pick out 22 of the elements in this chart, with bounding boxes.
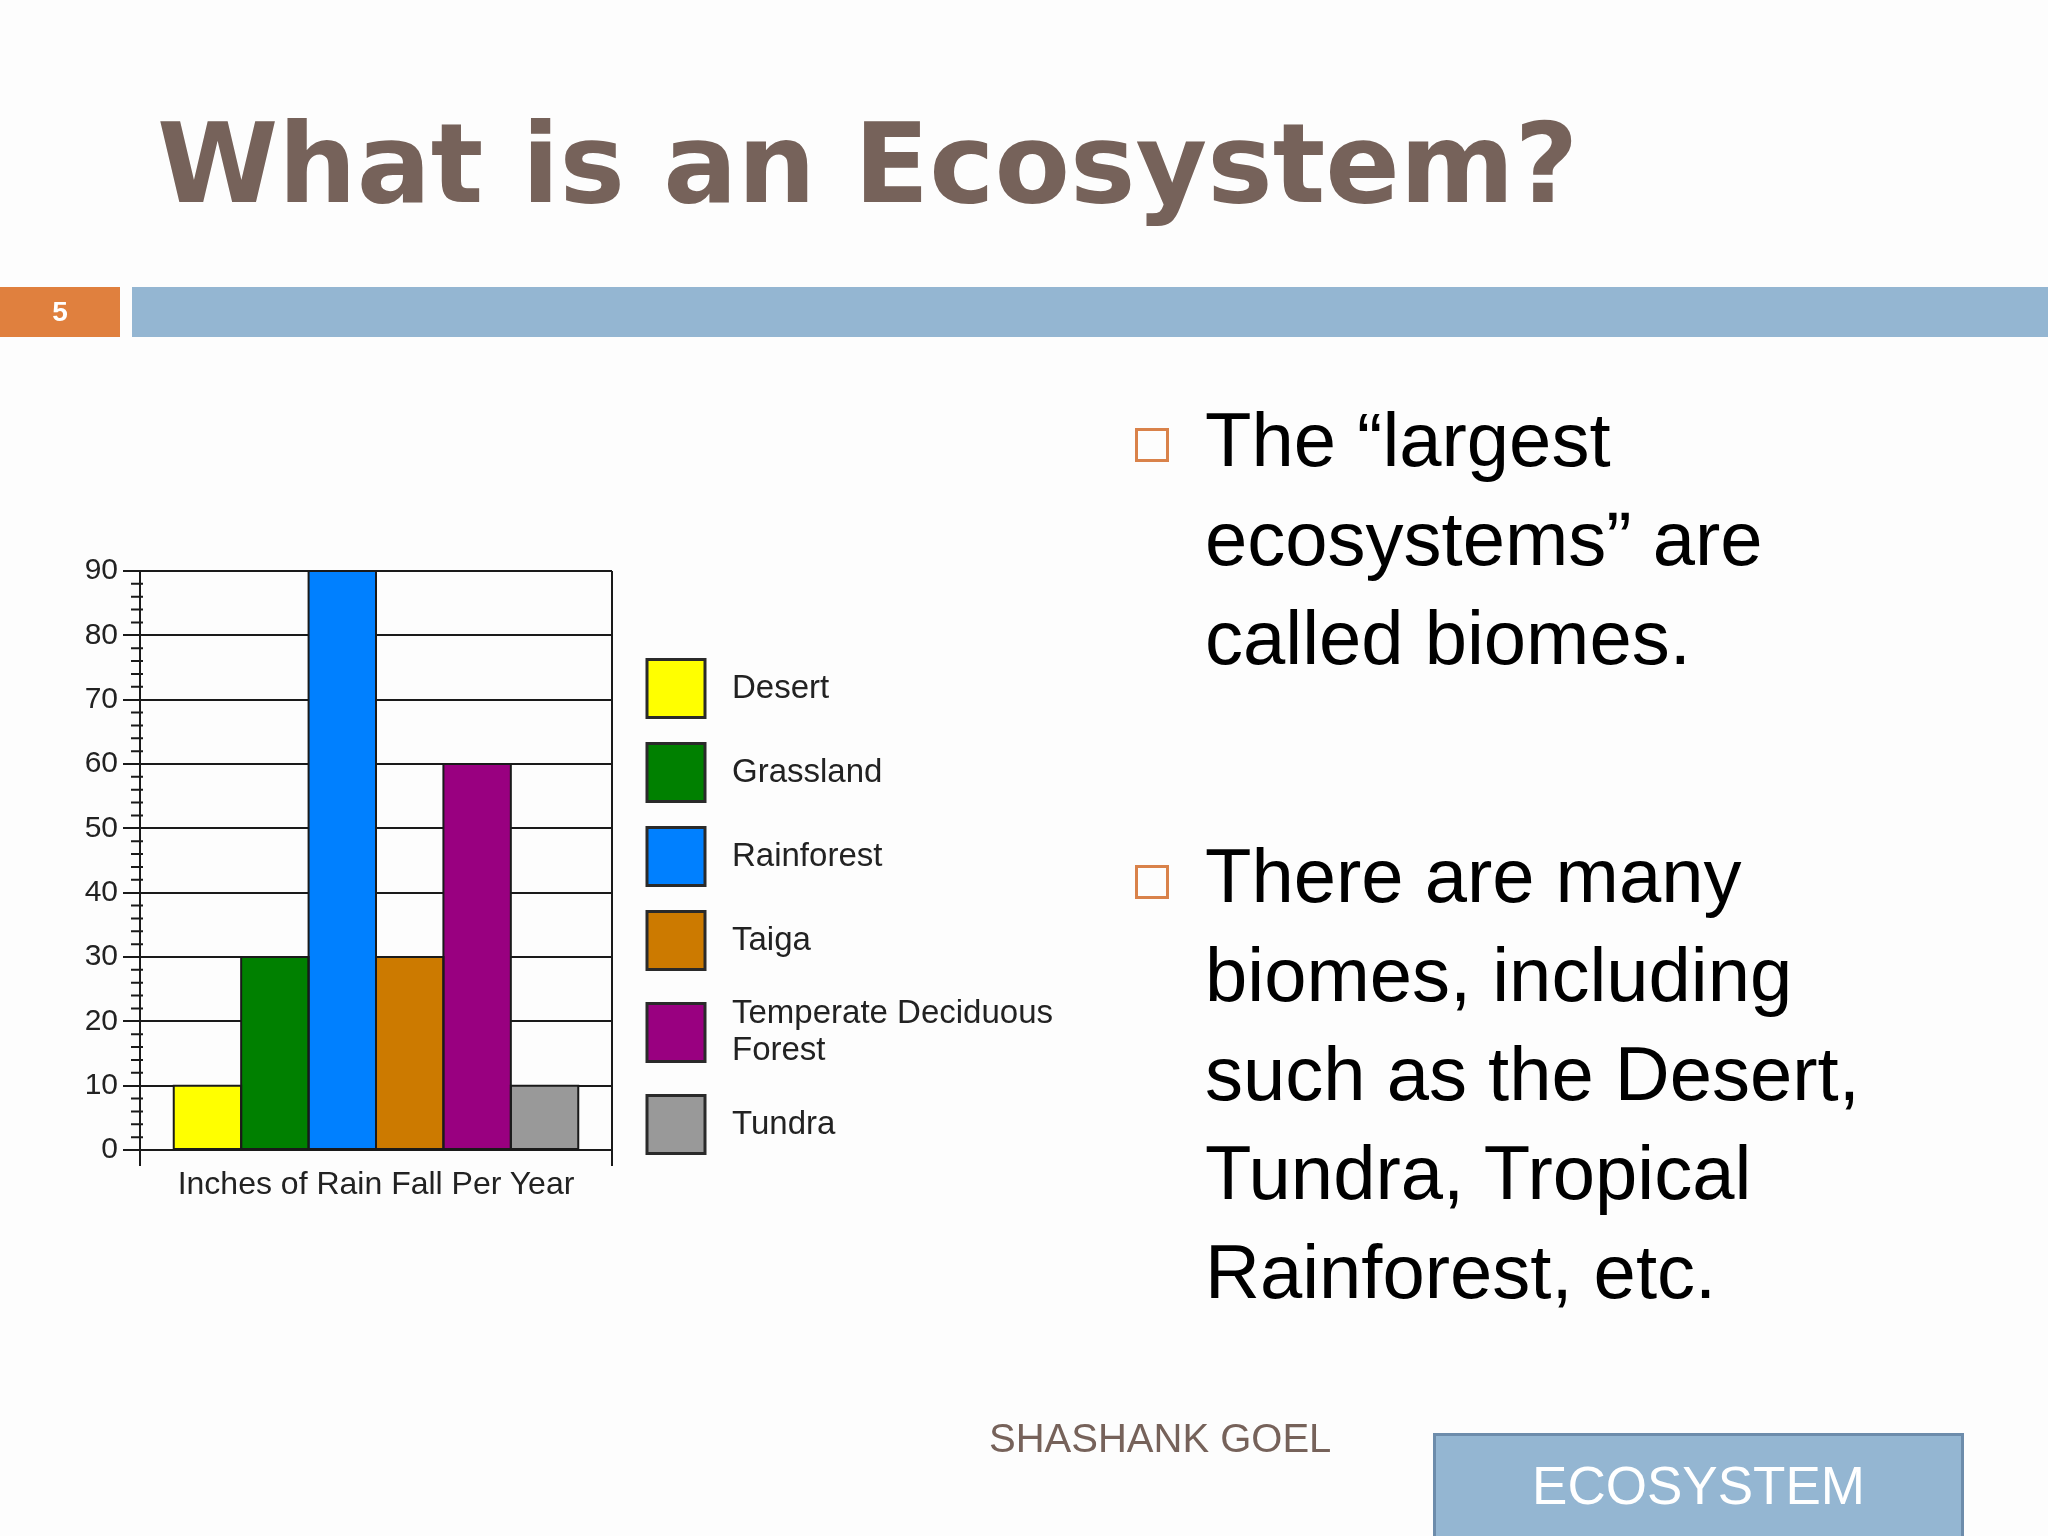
- legend-label: Tundra: [732, 1103, 836, 1141]
- x-axis-title: Inches of Rain Fall Per Year: [177, 1164, 575, 1201]
- y-tick-label: 30: [84, 938, 118, 972]
- legend-label: Rainforest: [732, 835, 883, 873]
- y-tick-label: 90: [84, 552, 118, 586]
- y-tick-label: 10: [84, 1066, 118, 1100]
- y-tick-label: 60: [84, 745, 118, 779]
- y-tick-label: 80: [84, 616, 118, 650]
- legend-label: Grassland: [732, 751, 883, 789]
- text: What is an Ecosystem?: [157, 99, 1579, 230]
- legend-label: Desert: [732, 667, 830, 705]
- y-tick-label: 70: [84, 680, 118, 714]
- y-tick-label: 0: [101, 1131, 118, 1165]
- text: ECOSYSTEM: [1531, 1455, 1866, 1517]
- text: SHASHANK GOEL: [989, 1416, 1332, 1461]
- y-tick-label: 40: [84, 873, 118, 907]
- y-tick-label: 50: [84, 809, 118, 843]
- y-tick-label: 20: [84, 1002, 118, 1036]
- legend-label: Temperate Deciduous Forest: [732, 993, 1054, 1068]
- text: The “largest ecosystems” are called biomes.: [1205, 396, 1764, 682]
- text: There are many biomes, including such as the Desert, Tundra, Tropical Rainforest, etc.: [1205, 832, 1861, 1316]
- legend-label: Taiga: [732, 919, 812, 957]
